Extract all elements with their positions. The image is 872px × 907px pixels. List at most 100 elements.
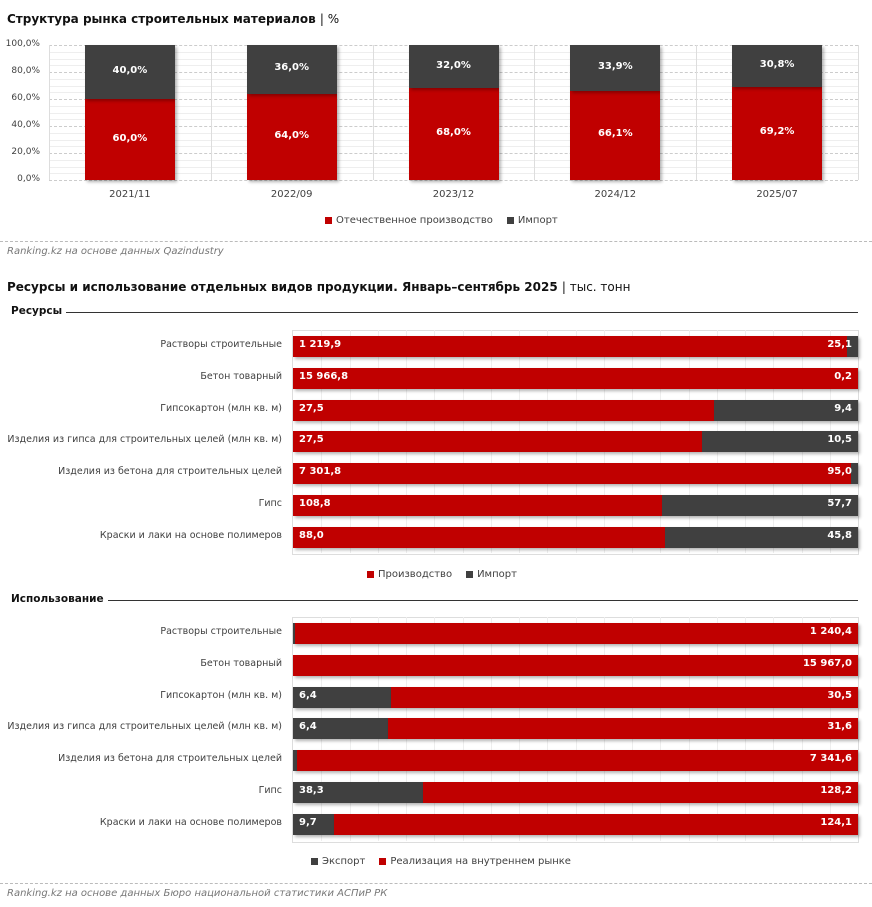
section-line [100, 600, 858, 601]
data-label: 31,6 [827, 721, 852, 733]
x-tick-label: 2023/12 [432, 189, 475, 200]
bar-segment [662, 495, 858, 516]
bar-segment [333, 813, 858, 835]
section-usage: Использование [11, 593, 108, 605]
category-label: Бетон товарный [200, 657, 282, 669]
bar-segment [293, 336, 847, 357]
x-tick-label: 2022/09 [270, 189, 313, 200]
data-label: 95,0 [827, 466, 852, 478]
x-tick-label: 2021/11 [109, 189, 151, 200]
bar-segment [664, 526, 858, 548]
chart1-title: Структура рынка строительных материалов … [7, 12, 340, 26]
data-label: 15 966,8 [299, 370, 349, 382]
data-label: 9,4 [834, 402, 852, 414]
legend-swatch [506, 217, 514, 224]
x-tick-label: 2025/07 [756, 189, 798, 200]
data-label: 40,0% [112, 65, 148, 76]
chart1-unit: % [327, 12, 340, 26]
bar-segment [293, 495, 663, 516]
chart2-unit: тыс. тонн [569, 280, 631, 294]
data-label: 108,8 [299, 498, 331, 509]
data-label: 30,8% [759, 58, 795, 70]
bar-segment [293, 431, 702, 453]
category-label: Гипс [258, 498, 282, 509]
legend-label: Импорт [517, 215, 558, 226]
data-label: 38,3 [299, 785, 324, 796]
category-label: Растворы строительные [160, 626, 282, 637]
data-label: 124,1 [820, 816, 852, 828]
gridline-vertical [696, 45, 698, 180]
resources-legend: Производство Импорт [367, 569, 517, 580]
bar-segment [293, 367, 858, 389]
data-label: 6,4 [299, 721, 317, 733]
data-label: 27,5 [299, 434, 324, 446]
data-label: 7 341,6 [809, 753, 852, 765]
bar-segment [390, 686, 858, 708]
data-label: 60,0% [112, 132, 148, 144]
bar-import [570, 45, 661, 91]
category-label: Гипсокартон (млн кв. м) [160, 402, 282, 414]
bar-segment [297, 750, 858, 772]
data-label: 1 240,4 [809, 626, 852, 637]
bar-import [408, 45, 499, 89]
data-label: 69,2% [759, 126, 795, 138]
data-label: 88,0 [299, 529, 324, 541]
category-label: Изделия из гипса для строительных целей … [7, 434, 282, 446]
bar-import [246, 45, 337, 94]
divider [0, 241, 872, 242]
bar-import [84, 45, 175, 99]
data-label: 57,7 [827, 498, 852, 509]
data-label: 36,0% [274, 62, 310, 74]
bar-segment [295, 623, 858, 644]
x-tick-label: 2024/12 [594, 189, 637, 200]
y-tick-label: 80,0% [11, 66, 40, 76]
bar-segment [714, 399, 858, 421]
data-label: 6,4 [299, 689, 317, 701]
data-label: 33,9% [597, 60, 633, 72]
bar-segment [293, 718, 389, 740]
gridline-vertical [49, 45, 50, 180]
bar-domestic [732, 86, 823, 180]
divider [0, 883, 872, 884]
data-label: 45,8 [827, 529, 852, 541]
category-label: Гипсокартон (млн кв. м) [160, 689, 282, 701]
bar-import [732, 45, 823, 87]
category-label: Бетон товарный [200, 370, 282, 382]
bar-domestic [84, 99, 175, 180]
legend-swatch [379, 858, 387, 865]
gridline-vertical [534, 45, 536, 180]
y-tick-label: 40,0% [11, 120, 40, 130]
bar-segment [293, 813, 334, 835]
legend-label: Отечественное производство [336, 215, 493, 226]
data-label: 0,2 [834, 370, 852, 382]
category-label: Краски и лаки на основе полимеров [99, 529, 282, 541]
legend-swatch [367, 571, 374, 578]
gridline-vertical [210, 45, 212, 180]
legend-label: Реализация на внутреннем рынке [390, 856, 571, 867]
chart2-title: Ресурсы и использование отдельных видов … [7, 280, 631, 294]
data-label: 25,1 [827, 339, 852, 350]
data-label: 9,7 [299, 816, 317, 828]
bar-domestic [246, 93, 337, 180]
legend-swatch [311, 858, 318, 865]
legend-swatch [325, 217, 332, 224]
y-tick-label: 0,0% [17, 174, 40, 184]
category-label: Растворы строительные [160, 339, 282, 350]
data-label: 68,0% [436, 127, 471, 139]
category-label: Изделия из гипса для строительных целей … [7, 721, 282, 733]
data-label: 32,0% [436, 59, 471, 71]
bar-segment [388, 718, 858, 740]
bar-segment [850, 463, 858, 485]
bar-segment [293, 399, 715, 421]
data-label: 27,5 [299, 402, 324, 414]
chart2-source: Ranking.kz на основе данных Бюро национа… [7, 888, 388, 899]
bar-segment [293, 654, 858, 676]
chart1-source: Ranking.kz на основе данных Qazindustry [7, 246, 224, 257]
gridline-vertical [858, 45, 859, 180]
legend-swatch [466, 571, 474, 578]
y-tick-label: 20,0% [11, 147, 40, 157]
data-label: 64,0% [274, 129, 310, 141]
bar-segment [293, 750, 298, 772]
bar-domestic [408, 88, 499, 180]
data-label: 66,1% [597, 128, 633, 140]
